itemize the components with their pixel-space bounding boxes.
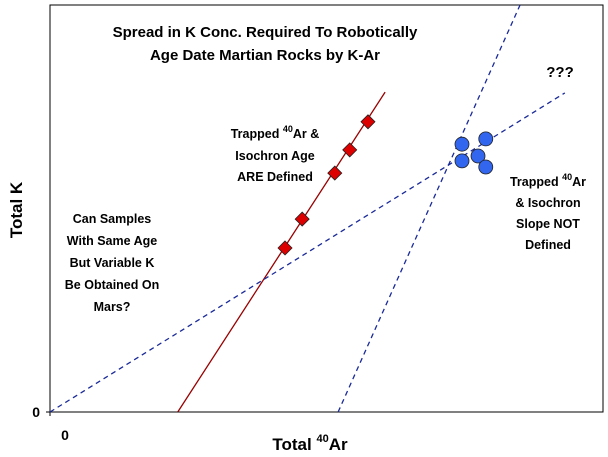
y-axis-label: Total K xyxy=(7,181,26,238)
point xyxy=(454,136,470,152)
annotation: Can Samples xyxy=(73,212,152,226)
annotation: Slope NOT xyxy=(516,217,580,231)
point xyxy=(478,159,494,175)
x-tick-label: 0 xyxy=(61,427,69,443)
point xyxy=(360,114,376,130)
annotation-text: Ar xyxy=(572,175,586,189)
axis-label-text: 40 xyxy=(316,433,328,445)
chart-title: Spread in K Conc. Required To Roboticall… xyxy=(113,24,418,41)
point xyxy=(294,211,310,227)
annotation-text: Trapped xyxy=(231,127,283,141)
x-axis-label: Total 40Ar xyxy=(272,433,348,454)
annotation: & Isochron xyxy=(515,196,580,210)
chart-title: Age Date Martian Rocks by K-Ar xyxy=(150,47,380,64)
line xyxy=(49,92,566,413)
annotation-text: Ar & xyxy=(293,127,319,141)
annotation: Mars? xyxy=(94,300,131,314)
point xyxy=(327,165,343,181)
annotation: ARE Defined xyxy=(237,170,313,184)
annotation: Isochron Age xyxy=(235,149,314,163)
point xyxy=(470,148,486,164)
annotation: Trapped 40Ar xyxy=(510,172,586,189)
axis-label-text: Total xyxy=(272,435,316,454)
point xyxy=(277,240,293,256)
point xyxy=(478,131,494,147)
point xyxy=(454,153,470,169)
annotation-text: Trapped xyxy=(510,175,562,189)
annotation-text: 40 xyxy=(283,124,293,134)
point xyxy=(342,142,358,158)
annotation: Defined xyxy=(525,238,571,252)
y-tick-label: 0 xyxy=(32,404,40,420)
annotation: But Variable K xyxy=(70,256,155,270)
annotation: Be Obtained On xyxy=(65,278,159,292)
plot-frame xyxy=(49,4,604,413)
annotation: Trapped 40Ar & xyxy=(231,124,320,141)
line xyxy=(337,4,521,413)
annotation: ??? xyxy=(546,64,574,81)
annotation-text: 40 xyxy=(562,172,572,182)
axis-label-text: Ar xyxy=(329,435,348,454)
annotation: With Same Age xyxy=(67,234,157,248)
